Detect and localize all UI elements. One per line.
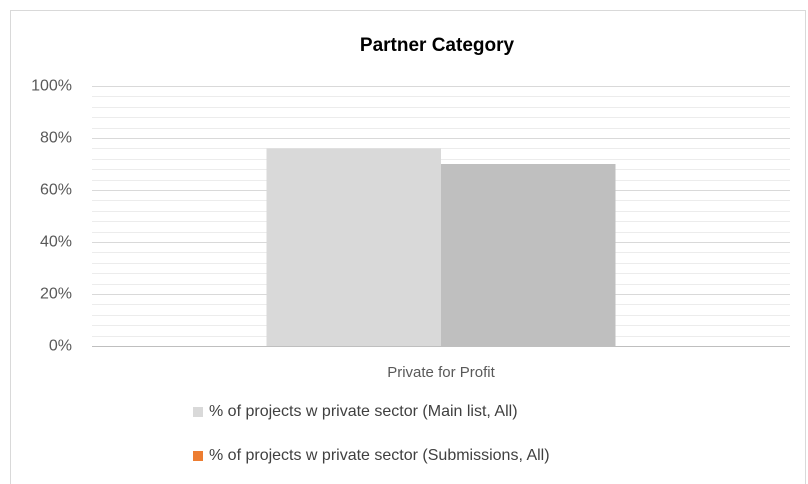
bar	[441, 164, 616, 346]
chart-title: Partner Category	[360, 35, 515, 56]
y-tick-label: 80%	[40, 130, 72, 147]
legend-label: % of projects w private sector (Submissi…	[209, 447, 550, 464]
legend-swatch	[193, 407, 203, 417]
y-tick-label: 100%	[31, 78, 72, 95]
y-tick-label: 40%	[40, 234, 72, 251]
x-tick-label: Private for Profit	[387, 364, 495, 381]
bar	[266, 148, 441, 346]
legend-swatch	[193, 451, 203, 461]
legend-label: % of projects w private sector (Main lis…	[209, 403, 518, 420]
y-tick-label: 20%	[40, 286, 72, 303]
y-tick-label: 60%	[40, 182, 72, 199]
y-tick-label: 0%	[49, 338, 72, 355]
